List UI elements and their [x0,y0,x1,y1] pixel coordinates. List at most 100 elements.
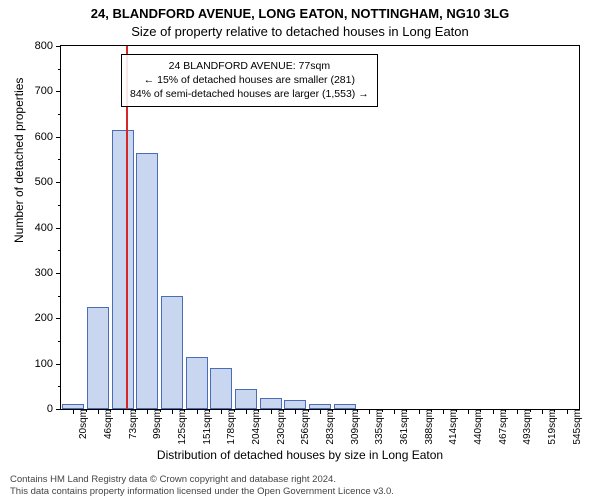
bar [87,307,109,409]
bar [136,153,158,409]
x-tick-label: 309sqm [348,409,361,445]
y-tick-label: 100 [35,358,61,370]
x-axis-label: Distribution of detached houses by size … [0,448,600,462]
x-tick [197,409,198,414]
annotation-box: 24 BLANDFORD AVENUE: 77sqm ← 15% of deta… [121,54,378,107]
bar [161,296,183,409]
x-tick-label: 125sqm [175,409,188,445]
x-tick [419,409,420,414]
x-minor-tick [530,409,531,412]
x-tick [172,409,173,414]
x-tick [147,409,148,414]
x-minor-tick [332,409,333,412]
x-tick-label: 335sqm [372,409,385,445]
x-minor-tick [480,409,481,412]
chart-plot-area: 010020030040050060070080020sqm46sqm73sqm… [60,45,580,410]
x-tick [221,409,222,414]
x-tick [123,409,124,414]
footer-attribution: Contains HM Land Registry data © Crown c… [0,474,600,498]
x-tick-label: 361sqm [397,409,410,445]
x-tick [369,409,370,414]
x-tick [567,409,568,414]
x-tick [246,409,247,414]
x-tick-label: 467sqm [496,409,509,445]
x-minor-tick [135,409,136,412]
x-tick-label: 493sqm [520,409,533,445]
x-tick-label: 545sqm [570,409,583,445]
bar [210,368,232,409]
y-minor-tick [58,296,61,297]
title-line-1: 24, BLANDFORD AVENUE, LONG EATON, NOTTIN… [0,6,600,21]
x-tick [320,409,321,414]
x-minor-tick [505,409,506,412]
bar [235,389,257,409]
y-tick-label: 800 [35,40,61,52]
y-tick-label: 0 [47,403,61,415]
x-tick-label: 46sqm [101,409,114,439]
x-tick [493,409,494,414]
y-tick-label: 200 [35,312,61,324]
x-minor-tick [110,409,111,412]
y-minor-tick [58,159,61,160]
x-tick [394,409,395,414]
y-tick-label: 300 [35,267,61,279]
y-tick-label: 400 [35,222,61,234]
bar [309,404,331,409]
x-minor-tick [357,409,358,412]
x-tick-label: 99sqm [150,409,163,439]
x-minor-tick [554,409,555,412]
x-tick [73,409,74,414]
x-tick-label: 414sqm [446,409,459,445]
x-minor-tick [308,409,309,412]
x-minor-tick [209,409,210,412]
x-tick-label: 256sqm [298,409,311,445]
x-tick-label: 230sqm [274,409,287,445]
y-axis-label: Number of detached properties [12,78,26,243]
x-minor-tick [283,409,284,412]
bar [260,398,282,409]
annotation-line-2: ← 15% of detached houses are smaller (28… [130,73,369,87]
x-minor-tick [184,409,185,412]
annotation-line-1: 24 BLANDFORD AVENUE: 77sqm [130,59,369,73]
x-minor-tick [234,409,235,412]
y-tick-label: 700 [35,85,61,97]
bar [334,404,356,409]
bar [284,400,306,409]
x-minor-tick [160,409,161,412]
bar [186,357,208,409]
y-minor-tick [58,341,61,342]
x-minor-tick [258,409,259,412]
y-minor-tick [58,69,61,70]
y-minor-tick [58,205,61,206]
x-tick-label: 519sqm [545,409,558,445]
x-minor-tick [382,409,383,412]
x-minor-tick [456,409,457,412]
x-tick [517,409,518,414]
y-tick-label: 500 [35,176,61,188]
annotation-line-3: 84% of semi-detached houses are larger (… [130,87,369,101]
x-tick [295,409,296,414]
x-tick-label: 440sqm [471,409,484,445]
footer-line-1: Contains HM Land Registry data © Crown c… [10,474,600,486]
x-tick [468,409,469,414]
footer-line-2: This data contains property information … [10,486,600,498]
x-tick-label: 73sqm [126,409,139,439]
x-tick-label: 151sqm [200,409,213,445]
x-minor-tick [406,409,407,412]
x-tick [271,409,272,414]
x-minor-tick [431,409,432,412]
x-tick-label: 388sqm [422,409,435,445]
y-minor-tick [58,114,61,115]
x-tick [443,409,444,414]
y-minor-tick [58,250,61,251]
x-tick [542,409,543,414]
y-tick-label: 600 [35,131,61,143]
bar [62,404,84,409]
x-tick-label: 283sqm [323,409,336,445]
x-tick-label: 20sqm [76,409,89,439]
bar [112,130,134,409]
x-minor-tick [86,409,87,412]
x-tick-label: 178sqm [224,409,237,445]
x-tick-label: 204sqm [249,409,262,445]
title-line-2: Size of property relative to detached ho… [0,24,600,39]
